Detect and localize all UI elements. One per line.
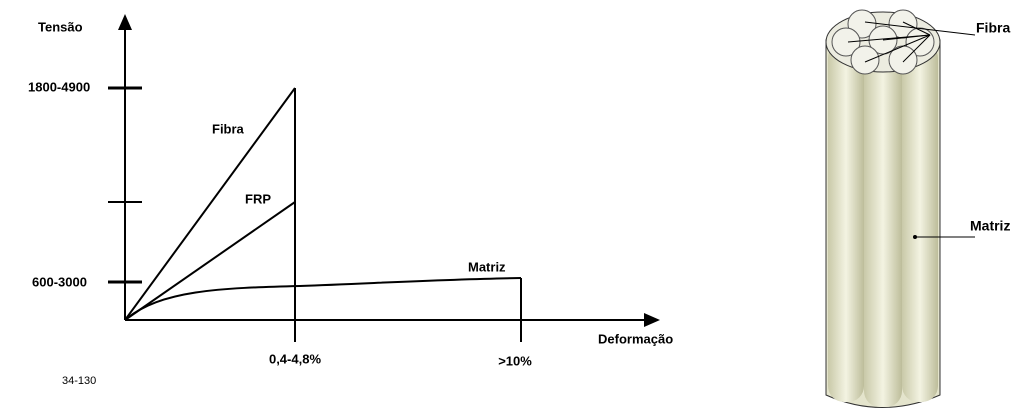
illustration-label: Fibra — [976, 20, 1010, 36]
x-axis-label: Deformação — [598, 331, 673, 346]
figure-code: 34-130 — [62, 375, 96, 387]
x-tick-label: 0,4-4,8% — [269, 351, 321, 366]
axes — [108, 14, 660, 342]
y-axis-label: Tensão — [38, 19, 83, 34]
fiber-column — [864, 42, 902, 407]
y-tick-label: 600-3000 — [32, 274, 87, 289]
y-tick-label: 1800-4900 — [28, 79, 90, 94]
fiber-column — [828, 42, 864, 402]
x-tick-label: >10% — [498, 353, 532, 368]
fibra-curve — [124, 87, 296, 321]
illustration-label: Matriz — [970, 218, 1010, 234]
y-arrow — [118, 14, 132, 30]
curve-label: Matriz — [468, 259, 506, 274]
curves — [124, 87, 522, 321]
fiber-illustration — [825, 9, 976, 408]
fiber-column — [902, 42, 938, 402]
curve-label: Fibra — [212, 121, 245, 136]
frp-curve — [124, 201, 296, 321]
x-arrow — [644, 313, 660, 327]
matriz-curve — [124, 277, 522, 321]
curve-label: FRP — [245, 191, 271, 206]
